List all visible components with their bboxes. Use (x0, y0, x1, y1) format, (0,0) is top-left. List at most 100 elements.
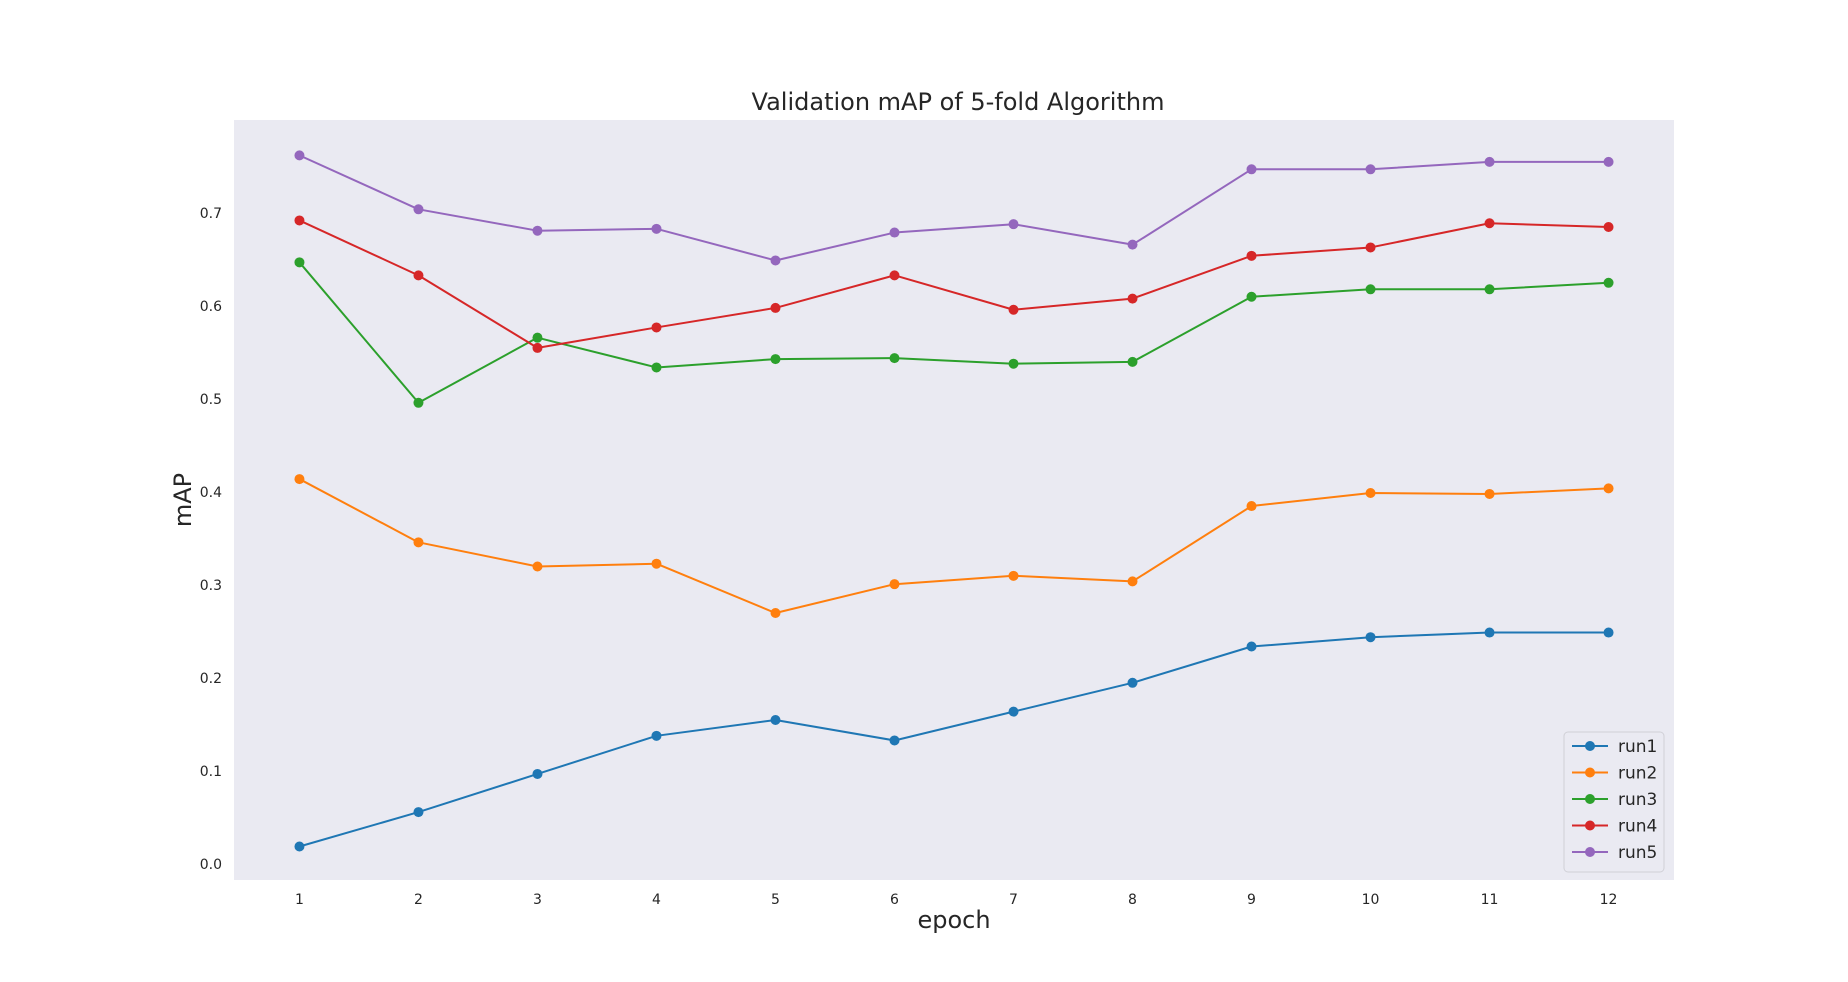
data-point (532, 342, 543, 353)
data-point (413, 270, 424, 281)
data-point (1365, 488, 1376, 499)
y-tick-label: 0.3 (200, 578, 222, 594)
legend-box (1563, 731, 1665, 873)
data-point (1603, 483, 1614, 494)
data-point (1127, 356, 1138, 367)
data-point (1246, 641, 1257, 652)
data-point (1127, 293, 1138, 304)
data-point (889, 735, 900, 746)
data-point (1127, 677, 1138, 688)
data-point (1365, 164, 1376, 175)
legend-marker (1585, 847, 1595, 857)
data-point (1008, 706, 1019, 717)
data-point (651, 730, 662, 741)
x-axis-label: epoch (917, 906, 990, 934)
data-point (1008, 570, 1019, 581)
x-tick-label: 11 (1481, 892, 1499, 908)
series-line (299, 631, 1609, 848)
legend-label: run1 (1618, 737, 1657, 757)
data-point (1603, 627, 1614, 638)
legend-marker (1585, 794, 1595, 804)
data-point (1246, 501, 1257, 512)
series-run5 (294, 150, 1614, 266)
data-point (1365, 284, 1376, 295)
data-point (294, 474, 305, 485)
data-point (413, 204, 424, 215)
data-point (1603, 156, 1614, 167)
data-point (1484, 156, 1495, 167)
data-point (532, 332, 543, 343)
data-point (1127, 239, 1138, 250)
data-point (770, 302, 781, 313)
legend-item: run4 (1572, 817, 1657, 837)
plot-area (234, 120, 1674, 880)
chart-title: Validation mAP of 5-fold Algorithm (752, 88, 1165, 116)
data-point (294, 150, 305, 161)
data-point (1365, 632, 1376, 643)
data-point (651, 322, 662, 333)
series-run4 (294, 215, 1614, 353)
y-tick-label: 0.4 (200, 485, 222, 501)
data-point (1008, 358, 1019, 369)
data-point (651, 223, 662, 234)
data-point (413, 397, 424, 408)
legend-item: run2 (1572, 764, 1657, 784)
y-tick-label: 0.1 (200, 764, 222, 780)
x-tick-label: 2 (414, 892, 423, 908)
data-point (413, 807, 424, 818)
x-tick-label: 8 (1128, 892, 1137, 908)
legend-item: run3 (1572, 790, 1657, 810)
data-point (413, 537, 424, 548)
data-point (770, 715, 781, 725)
series-run2 (294, 474, 1614, 619)
data-point (889, 270, 900, 281)
data-point (770, 354, 781, 365)
series-line (299, 219, 1609, 349)
data-point (294, 215, 305, 226)
x-tick-label: 4 (652, 892, 661, 908)
legend: run1 run2 run3 run4 run5 (1563, 731, 1665, 873)
series-line (298, 478, 1609, 615)
x-tick-label: 12 (1600, 892, 1618, 908)
data-point (1008, 304, 1019, 315)
data-point (889, 227, 900, 238)
data-point (889, 579, 900, 590)
y-tick-label: 0.6 (200, 299, 222, 315)
x-tick-label: 7 (1009, 892, 1018, 908)
y-tick-label: 0.0 (200, 857, 222, 873)
data-point (1484, 488, 1495, 499)
x-tick-label: 9 (1247, 892, 1256, 908)
legend-label: run5 (1618, 843, 1657, 863)
data-point (651, 558, 662, 569)
legend-item: run5 (1572, 843, 1657, 863)
legend-marker (1585, 741, 1595, 751)
legend-marker (1585, 820, 1595, 831)
legend-item: run1 (1572, 737, 1657, 757)
data-point (1484, 284, 1495, 295)
data-point (889, 353, 900, 364)
y-tick-label: 0.5 (200, 392, 222, 408)
legend-label: run2 (1618, 764, 1657, 784)
series-run1 (294, 627, 1614, 852)
y-axis-label: mAP (169, 473, 197, 527)
x-tick-label: 1 (295, 892, 304, 908)
data-point (532, 225, 543, 236)
x-tick-label: 6 (890, 892, 899, 908)
series-line (298, 261, 1609, 404)
data-point (1484, 218, 1495, 229)
legend-marker (1585, 767, 1595, 778)
series-line (299, 154, 1609, 262)
data-point (294, 257, 305, 268)
legend-label: run3 (1618, 790, 1657, 810)
data-point (1246, 164, 1257, 175)
y-axis-ticks: 0.0 0.1 0.2 0.3 0.4 0.5 0.6 0.7 (200, 206, 222, 873)
data-point (1484, 627, 1495, 638)
data-point (770, 608, 781, 619)
data-point (651, 362, 662, 373)
data-point (532, 561, 543, 572)
data-point (1365, 242, 1376, 253)
x-axis-ticks: 1 2 3 4 5 6 7 8 9 10 11 12 (295, 892, 1617, 908)
data-point (1246, 250, 1257, 261)
x-tick-label: 5 (771, 892, 780, 908)
